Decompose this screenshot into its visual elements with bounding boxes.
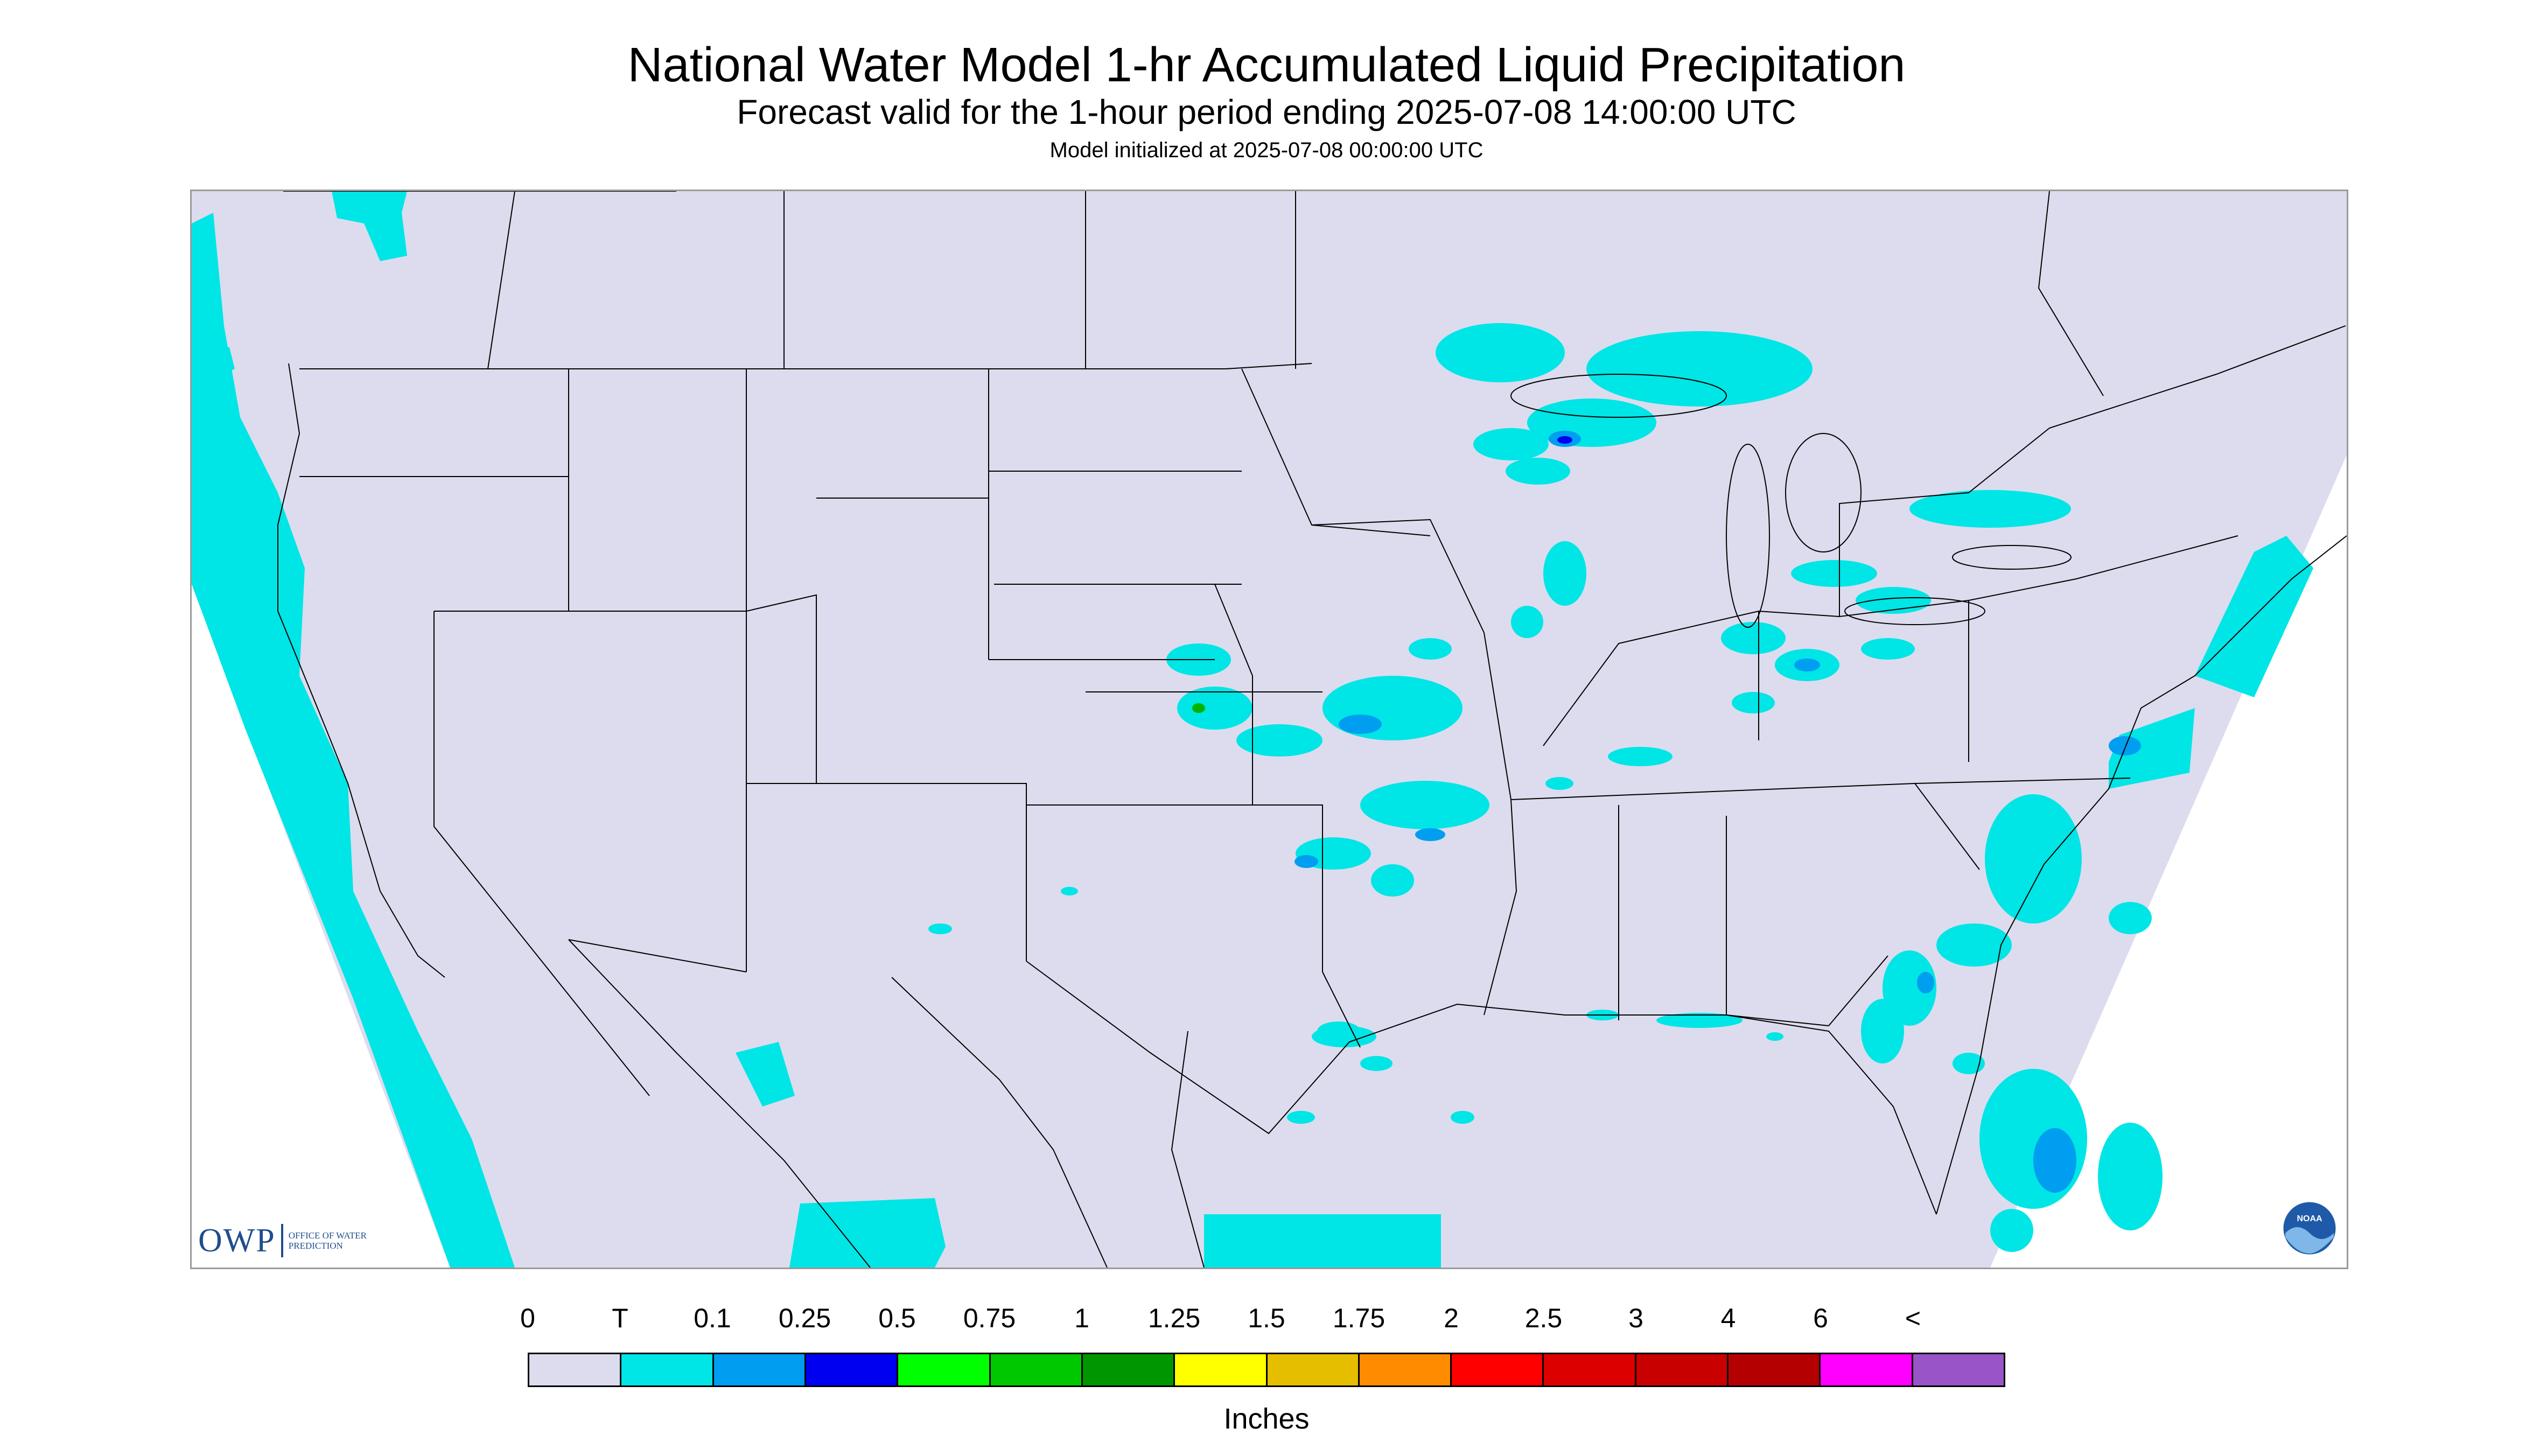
legend-tick-label: 1.5 [1248,1303,1285,1333]
legend-swatch [1913,1354,2004,1385]
heavy-cell [1415,828,1445,841]
green-cell [1192,703,1205,713]
heavy-cell-core [1557,436,1572,444]
legend-tick-label: 2.5 [1524,1303,1563,1333]
pacific-precip [192,191,515,1268]
precipitation-map [190,190,2348,1269]
legend-tick-label: 0.1 [694,1303,731,1333]
legend-swatch [1729,1354,1821,1385]
atlantic-precip [1861,536,2313,1252]
legend-tick-label: T [612,1303,628,1333]
gulf-coast-precip [1312,1010,1783,1047]
noaa-logo-text: NOAA [2297,1214,2322,1223]
model-init-time: Model initialized at 2025-07-08 00:00:00… [1049,138,1484,162]
legend-tick-label: 0.25 [778,1303,831,1333]
legend-swatch [1452,1354,1544,1385]
legend-swatch [1636,1354,1729,1385]
heavy-cell [1794,659,1820,671]
plains-precip [928,638,1673,934]
noaa-logo: NOAA [2282,1200,2338,1256]
legend-swatch [990,1354,1083,1385]
legend-swatch [1359,1354,1452,1385]
heavy-cell [2033,1128,2076,1193]
legend-swatch [529,1354,622,1385]
legend-tick-label: 6 [1813,1303,1828,1333]
legend-tick-label: 1 [1074,1303,1089,1333]
legend-tick-label: 0 [520,1303,535,1333]
owp-logo-subtext: OFFICE OF WATER PREDICTION [288,1230,367,1251]
legend-swatch [621,1354,714,1385]
legend-units: Inches [1223,1403,1310,1435]
great-lakes-precip [1436,323,1813,638]
heavy-cell [1295,855,1318,868]
owp-logo: OWP OFFICE OF WATER PREDICTION [198,1219,369,1262]
map-title: National Water Model 1-hr Accumulated Li… [627,38,1906,92]
legend-colorbar [528,1353,2005,1387]
northeast-precip [1721,490,2071,713]
owp-logo-text: OWP [198,1222,276,1259]
heavy-cell [2109,736,2141,755]
owp-logo-divider [281,1224,283,1257]
legend-swatch [1267,1354,1360,1385]
map-svg [192,191,2347,1268]
legend-tick-label: 4 [1720,1303,1736,1333]
legend-swatch [1821,1354,1913,1385]
precip-legend: 0 T 0.1 0.25 0.5 0.75 1 1.25 1.5 1.75 2 2.5 3 4 6 < Inc… [520,1302,2005,1442]
legend-swatch [898,1354,991,1385]
state-boundaries [277,191,2347,1268]
legend-swatch [806,1354,899,1385]
heavy-cell [1917,972,1934,993]
legend-tick-label: 1.25 [1147,1303,1201,1333]
heavy-cell [1339,715,1382,734]
legend-tick-label: 3 [1628,1303,1643,1333]
legend-tick-label: 0.75 [963,1303,1016,1333]
legend-tick-label: 1.75 [1332,1303,1386,1333]
legend-tick-label: < [1905,1303,1921,1333]
legend-swatch [1544,1354,1636,1385]
legend-swatch [713,1354,806,1385]
legend-swatch [1175,1354,1268,1385]
legend-tick-label: 0.5 [878,1303,916,1333]
legend-tick-label: 2 [1444,1303,1459,1333]
legend-swatch [1082,1354,1175,1385]
map-subtitle: Forecast valid for the 1-hour period end… [737,93,1796,131]
